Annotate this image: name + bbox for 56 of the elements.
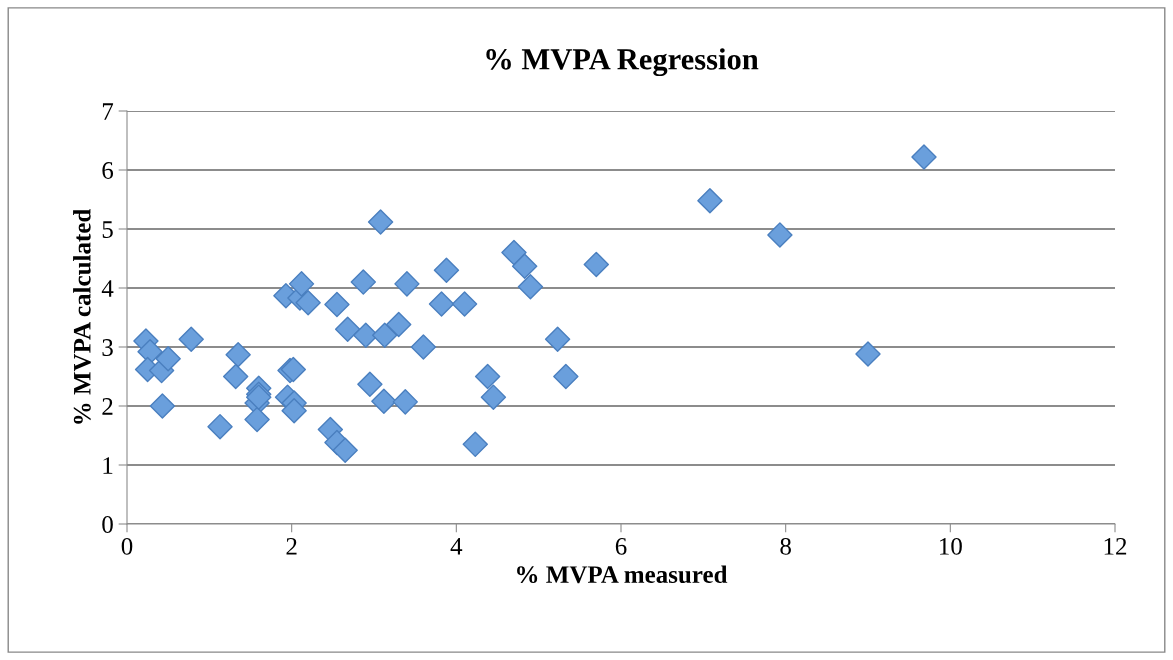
point — [324, 291, 350, 318]
point — [225, 341, 251, 368]
point — [544, 326, 571, 353]
point — [149, 393, 176, 419]
point — [350, 269, 377, 295]
x-axis-title: % MVPA measured — [517, 565, 728, 584]
point — [385, 311, 412, 338]
point — [222, 363, 249, 390]
point — [697, 187, 723, 214]
point — [367, 209, 394, 235]
point — [855, 341, 881, 367]
point — [207, 413, 233, 440]
x-tick-label: 0 — [121, 537, 133, 555]
x-tick-label: 8 — [780, 537, 791, 555]
y-tick-label: 2 — [102, 398, 113, 415]
point — [553, 363, 579, 390]
point — [394, 271, 420, 297]
point — [371, 322, 398, 348]
point — [501, 239, 527, 266]
point — [451, 291, 478, 317]
point — [288, 271, 315, 297]
point — [155, 346, 181, 372]
point — [281, 397, 307, 424]
x-tick-label: 2 — [286, 537, 297, 555]
y-tick-label: 4 — [101, 280, 114, 297]
point — [334, 316, 361, 343]
point — [410, 334, 437, 360]
point — [433, 257, 460, 284]
x-tick-label: 10 — [940, 537, 962, 555]
y-tick-label: 6 — [102, 162, 114, 179]
point — [178, 326, 204, 353]
point — [474, 363, 501, 390]
point — [357, 371, 383, 397]
point — [428, 291, 455, 317]
y-tick-label: 1 — [103, 457, 113, 474]
y-axis-title: % MVPA calculated — [73, 208, 91, 424]
point — [911, 144, 937, 170]
point — [767, 222, 793, 248]
point — [511, 253, 538, 279]
chart-title: % MVPA Regression — [486, 48, 759, 77]
y-tick-label: 7 — [102, 103, 114, 120]
x-tick-label: 6 — [615, 537, 627, 555]
y-tick-label: 3 — [102, 339, 113, 356]
point — [392, 389, 419, 415]
point — [583, 251, 610, 278]
point — [295, 290, 321, 316]
x-tick-label: 12 — [1104, 537, 1127, 555]
point — [462, 431, 488, 458]
x-tick-label: 4 — [450, 538, 463, 555]
point — [371, 388, 397, 415]
y-tick-label: 0 — [102, 516, 113, 533]
point — [517, 274, 544, 300]
point — [244, 406, 270, 433]
y-tick-label: 5 — [102, 221, 113, 238]
point — [480, 384, 507, 410]
point — [332, 437, 358, 463]
